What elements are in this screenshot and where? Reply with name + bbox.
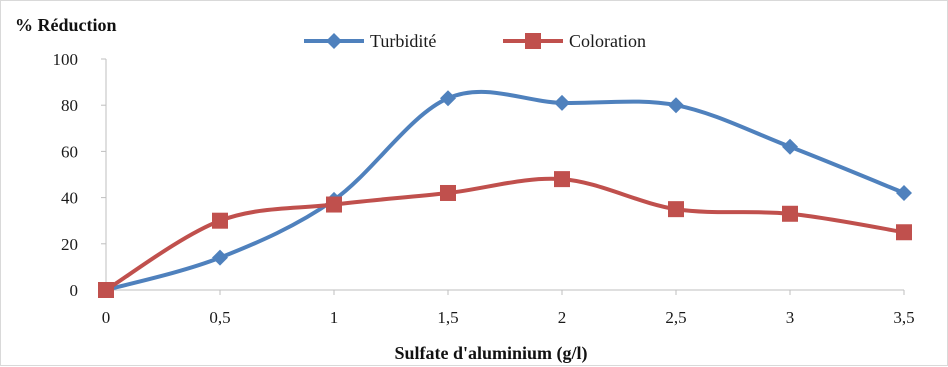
data-point bbox=[554, 171, 570, 188]
y-tick-label: 40 bbox=[61, 189, 78, 208]
series-turbidité bbox=[98, 90, 912, 298]
series-layer bbox=[98, 90, 912, 298]
chart-title: % Réduction bbox=[15, 15, 117, 35]
data-point bbox=[212, 212, 228, 229]
legend-item: Turbidité bbox=[304, 31, 436, 51]
data-point bbox=[326, 196, 342, 213]
legend: Turbidité Coloration bbox=[304, 31, 646, 51]
x-tick-label: 3,5 bbox=[893, 308, 914, 327]
x-tick-label: 3 bbox=[786, 308, 795, 327]
x-tick-label: 0 bbox=[102, 308, 111, 327]
data-point bbox=[668, 201, 684, 218]
x-tick-label: 2,5 bbox=[665, 308, 686, 327]
data-point bbox=[554, 94, 570, 111]
data-point bbox=[782, 138, 798, 155]
legend-marker bbox=[525, 33, 541, 49]
x-tick-label: 1 bbox=[330, 308, 339, 327]
y-tick-label: 80 bbox=[61, 96, 78, 115]
legend-item: Coloration bbox=[503, 31, 646, 51]
data-point bbox=[212, 249, 228, 266]
x-tick-label: 2 bbox=[558, 308, 567, 327]
legend-label: Turbidité bbox=[370, 31, 436, 51]
y-tick-label: 0 bbox=[70, 281, 79, 300]
series-line bbox=[104, 176, 905, 292]
series-line bbox=[105, 90, 905, 292]
data-point bbox=[440, 90, 456, 107]
y-tick-label: 100 bbox=[53, 50, 79, 69]
y-tick-label: 20 bbox=[61, 235, 78, 254]
legend-marker bbox=[326, 33, 342, 49]
x-tick-label: 0,5 bbox=[209, 308, 230, 327]
data-point bbox=[896, 224, 912, 241]
data-point bbox=[98, 282, 114, 298]
data-point bbox=[440, 184, 456, 201]
x-axis-ticks: 0 0,5 1 1,5 2 2,5 3 3,5 bbox=[102, 290, 915, 327]
legend-label: Coloration bbox=[569, 31, 646, 51]
y-axis-ticks: 0 20 40 60 80 100 bbox=[53, 50, 106, 300]
data-point bbox=[668, 97, 684, 114]
y-tick-label: 60 bbox=[61, 142, 78, 161]
x-axis-label: Sulfate d'aluminium (g/l) bbox=[394, 343, 587, 364]
data-point bbox=[782, 205, 798, 222]
data-point bbox=[896, 184, 912, 201]
series-coloration bbox=[98, 171, 912, 298]
x-tick-label: 1,5 bbox=[437, 308, 458, 327]
